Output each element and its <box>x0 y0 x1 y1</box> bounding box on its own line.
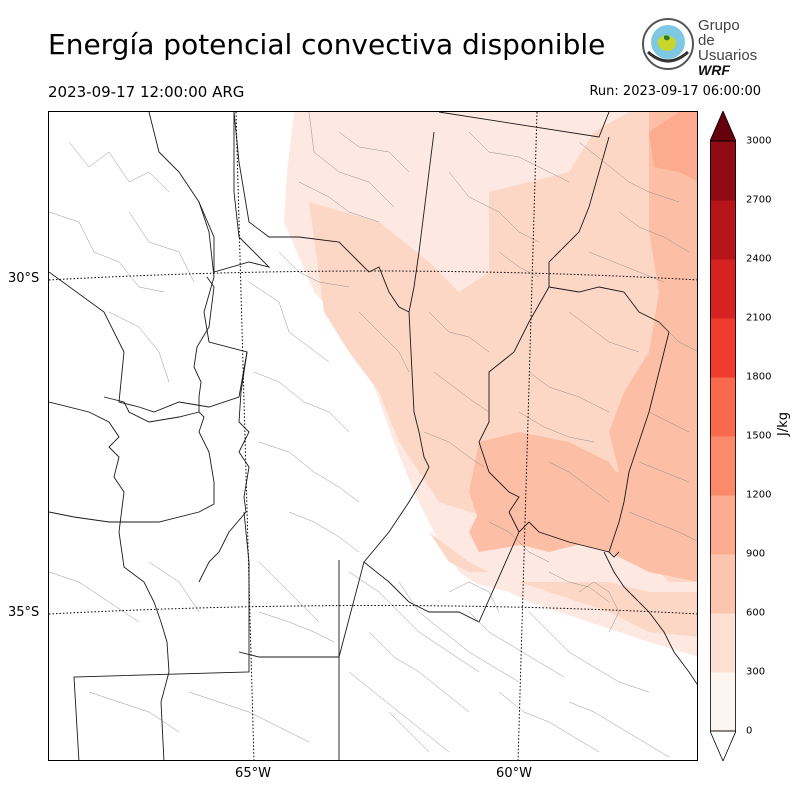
border-santafe-er <box>478 136 610 533</box>
colorbar-tick-label: 2400 <box>746 253 772 265</box>
colorbar-segment <box>710 318 736 378</box>
logo-line-3: WRF <box>698 62 730 78</box>
colorbar-extend-max <box>710 111 736 142</box>
border-er-corrientes <box>548 286 670 553</box>
colorbar-segment <box>710 200 736 260</box>
colorbar-segment <box>710 436 736 496</box>
colorbar-tick-label: 300 <box>746 666 766 678</box>
border-cordoba-west <box>49 276 215 523</box>
colorbar-tick-label: 900 <box>746 548 766 560</box>
colorbar-tick-label: 3000 <box>746 135 772 147</box>
map-panel <box>48 111 698 761</box>
cape-band-900-1200 <box>649 112 697 181</box>
gridline-lon-65w <box>235 112 255 760</box>
colorbar-segment <box>710 495 736 555</box>
cape-fade-sw-coast <box>469 572 689 652</box>
colorbar-unit-label: J/kg <box>776 412 791 436</box>
border-west <box>49 112 248 413</box>
colorbar-segment <box>710 377 736 437</box>
map-title: Energía potencial convectiva disponible <box>48 28 606 61</box>
border-santafe <box>408 131 435 313</box>
colorbar-tick-label: 2100 <box>746 312 772 324</box>
border-santafe-east <box>438 112 610 138</box>
border-sanluis <box>103 396 200 423</box>
lat-label-30s: 30°S <box>8 271 40 286</box>
lon-label-60w: 60°W <box>496 766 532 781</box>
border-catamarca <box>198 112 271 273</box>
colorbar-tick-label: 2700 <box>746 194 772 206</box>
border-larioja-cordoba <box>198 351 250 583</box>
logo-line-1: Grupo de <box>698 17 740 49</box>
lat-label-35s: 35°S <box>8 605 40 620</box>
colorbar-tick-label: 1800 <box>746 371 772 383</box>
graticule <box>49 112 697 760</box>
logo-line-2: Usuarios <box>698 47 758 64</box>
colorbar-segment <box>710 141 736 201</box>
gridline-lat-30s <box>49 270 697 281</box>
colorbar <box>710 111 736 761</box>
colorbar-tick-label: 600 <box>746 607 766 619</box>
valid-time: 2023-09-17 12:00:00 ARG <box>48 83 245 101</box>
border-ba-north <box>238 521 620 658</box>
colorbar-segment <box>710 672 736 732</box>
globe-logo-icon <box>642 18 694 70</box>
colorbar-extend-min <box>710 730 736 761</box>
run-time: Run: 2023-09-17 06:00:00 <box>589 84 761 99</box>
border-sanjuan-mendoza <box>49 401 170 760</box>
border-cordoba-east <box>233 112 430 563</box>
colorbar-segment <box>710 613 736 673</box>
lon-label-65w: 65°W <box>235 766 271 781</box>
border-coast <box>603 551 697 685</box>
logo: Grupo de Usuarios WRF <box>640 16 760 78</box>
colorbar-tick-label: 1200 <box>746 489 772 501</box>
colorbar-tick-label: 1500 <box>746 430 772 442</box>
colorbar-tick-label: 0 <box>746 725 753 737</box>
department-borders <box>49 112 697 758</box>
cape-band-600-900-center <box>469 432 629 552</box>
cape-map <box>49 112 697 760</box>
gridline-lat-35s <box>49 605 697 615</box>
colorbar-segment <box>710 554 736 614</box>
colorbar-segment <box>710 259 736 319</box>
cape-shading <box>284 112 697 760</box>
logo-text: Grupo de Usuarios WRF <box>698 18 760 78</box>
cape-clear-south <box>379 572 697 760</box>
colorbar-frame <box>710 140 736 732</box>
border-lapampa <box>73 511 250 760</box>
cape-band-600-900-east <box>469 112 697 582</box>
